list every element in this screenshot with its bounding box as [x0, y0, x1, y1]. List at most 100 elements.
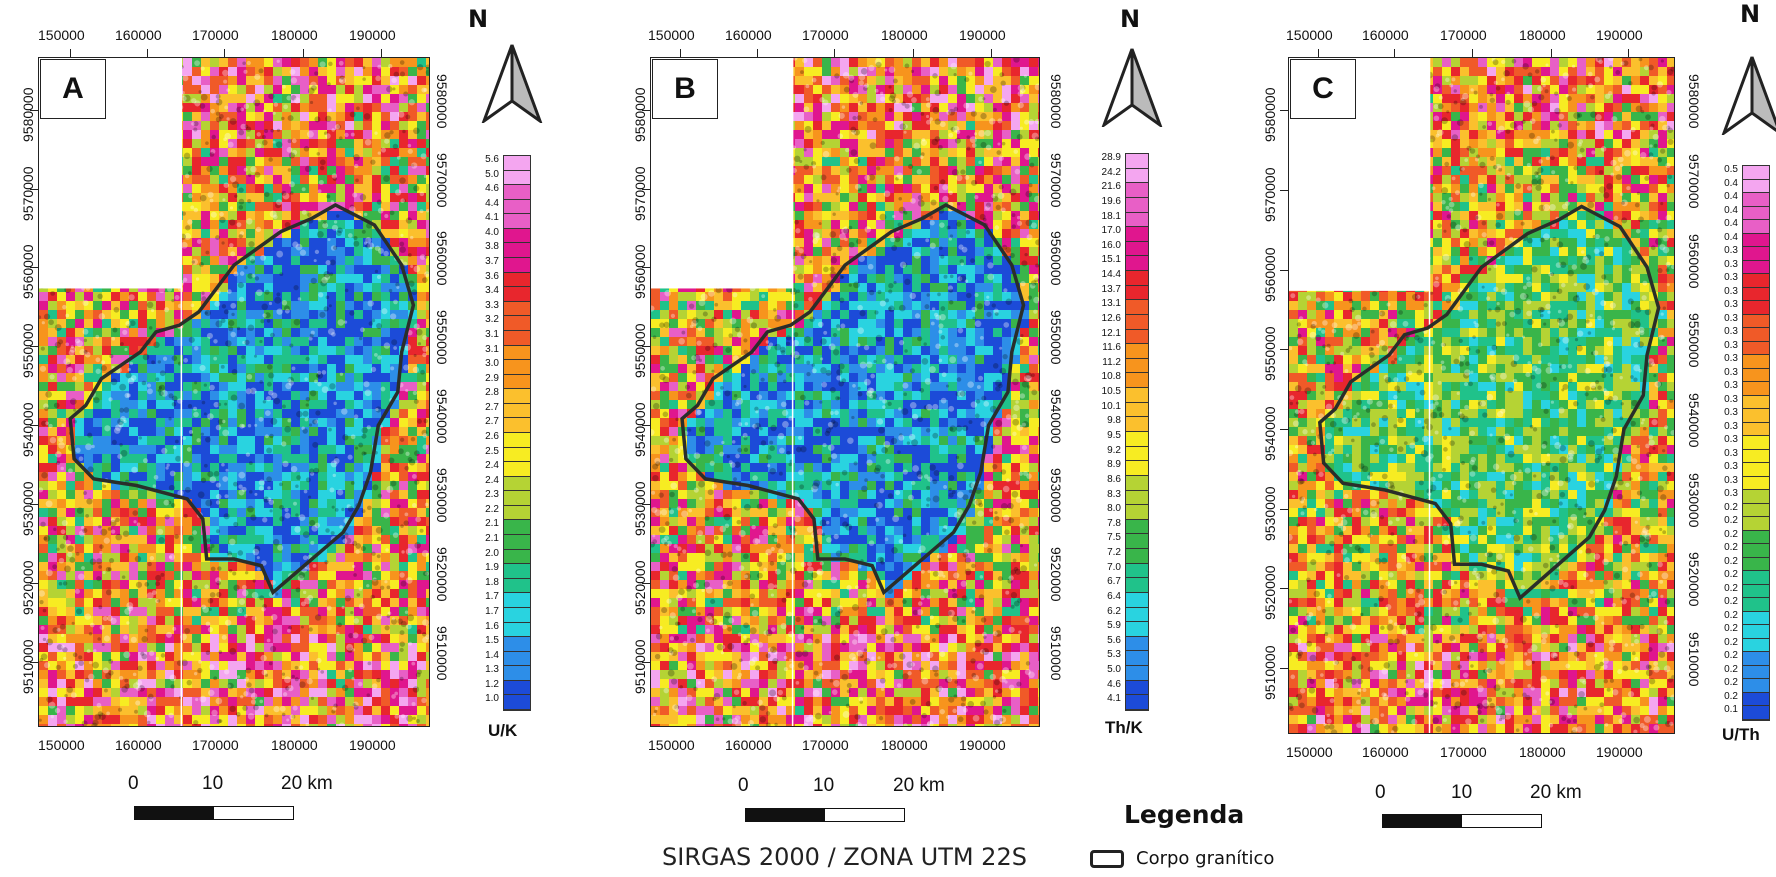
north-label-a: N [468, 5, 489, 33]
y-tick-left-a: 9510000 [20, 639, 36, 694]
y-tick-mark-b [642, 425, 650, 427]
colorbar-label-a: 3.4 [485, 285, 499, 297]
colorbar-cell [504, 156, 530, 171]
x-tick-mark-b [913, 49, 914, 57]
colorbar-title-a: U/K [488, 721, 518, 740]
colorbar-cell [504, 535, 530, 550]
colorbar-label-b: 11.6 [1102, 342, 1121, 354]
colorbar-label-c: 0.3 [1724, 380, 1738, 392]
y-tick-left-b: 9550000 [632, 323, 648, 379]
colorbar-label-c: 0.3 [1724, 420, 1738, 432]
x-tick-mark-b [834, 49, 835, 57]
colorbar-label-b: 9.2 [1107, 444, 1121, 456]
colorbar-label-b: 9.5 [1107, 430, 1121, 441]
y-tick-mark-b [642, 346, 650, 348]
colorbar-cell [1126, 241, 1148, 257]
y-tick-left-b: 9560000 [632, 244, 648, 300]
colorbar-label-b: 15.1 [1101, 254, 1121, 266]
colorbar-cell [504, 520, 530, 536]
colorbar-cell [504, 666, 530, 681]
y-tick-mark-c [1280, 189, 1288, 191]
colorbar-label-c: 0.2 [1724, 542, 1738, 554]
colorbar-label-a: 2.6 [485, 431, 499, 442]
colorbar-label-a: 1.7 [485, 591, 499, 603]
colorbar-label-c: 0.2 [1724, 515, 1738, 527]
x-tick-top-c: 160000 [1362, 27, 1409, 43]
colorbar-label-c: 0.1 [1724, 704, 1738, 716]
scale-label-b: 20 km [893, 775, 945, 796]
north-arrow-icon [1721, 56, 1776, 135]
scale-label-b: 10 [813, 775, 835, 796]
map-c[interactable] [1288, 57, 1675, 734]
colorbar-label-b: 24.2 [1101, 166, 1121, 178]
y-tick-mark-b [642, 267, 650, 269]
colorbar-cell [1126, 168, 1148, 184]
colorbar-label-a: 2.8 [485, 387, 499, 399]
colorbar-label-c: 0.3 [1724, 407, 1738, 419]
colorbar-cell [504, 374, 530, 390]
y-tick-left-b: 9510000 [632, 639, 648, 694]
y-tick-mark-a [30, 425, 38, 427]
scale-bar-b [745, 808, 905, 822]
y-tick-left-a: 9580000 [20, 87, 36, 142]
colorbar-cell [1126, 622, 1148, 637]
colorbar-label-c: 0.3 [1724, 339, 1738, 351]
y-tick-left-c: 9560000 [1262, 247, 1278, 302]
colorbar-cell [1126, 695, 1148, 710]
map-b[interactable] [650, 57, 1040, 727]
x-tick-bottom-b: 180000 [881, 737, 928, 753]
x-tick-top-b: 190000 [959, 27, 1006, 43]
colorbar-cell [1743, 584, 1769, 599]
colorbar-label-a: 3.1 [485, 328, 499, 340]
colorbar-label-c: 0.2 [1724, 569, 1738, 581]
y-tick-mark-c [1280, 667, 1288, 669]
colorbar-cell [504, 360, 530, 375]
x-tick-mark-b [680, 49, 681, 57]
x-tick-bottom-b: 190000 [959, 737, 1006, 753]
y-tick-left-b: 9540000 [632, 402, 648, 458]
scale-label-a: 10 [202, 773, 224, 794]
colorbar-title-b: Th/K [1105, 718, 1143, 737]
x-tick-mark-b [991, 49, 992, 57]
y-tick-mark-a [30, 582, 38, 584]
colorbar-cell [504, 243, 530, 259]
colorbar-label-c: 0.2 [1724, 609, 1738, 621]
colorbar-cell [504, 433, 530, 448]
y-tick-left-a: 9570000 [20, 166, 36, 221]
colorbar-cell [504, 199, 530, 215]
y-tick-right-b: 9520000 [1048, 546, 1064, 602]
colorbar-cell [1743, 611, 1769, 626]
map-a[interactable] [38, 57, 430, 727]
colorbar-label-a: 2.1 [485, 518, 499, 530]
x-tick-bottom-a: 170000 [192, 737, 239, 753]
colorbar-cell [1743, 328, 1769, 342]
panel-label-c: C [1290, 59, 1356, 119]
colorbar-cell [504, 651, 530, 667]
colorbar-cell [1126, 256, 1148, 272]
colorbar-label-c: 0.3 [1724, 299, 1738, 311]
y-tick-right-a: 9570000 [434, 152, 450, 208]
x-tick-top-a: 170000 [192, 27, 239, 43]
colorbar-label-a: 5.0 [485, 168, 499, 180]
colorbar-label-c: 0.4 [1724, 218, 1738, 230]
colorbar-label-a: 1.8 [485, 576, 499, 588]
legend-heading: Legenda [1124, 800, 1245, 829]
x-tick-top-b: 180000 [881, 27, 928, 43]
colorbar-label-b: 13.1 [1101, 298, 1121, 310]
colorbar-cell [504, 345, 530, 361]
colorbar-cell [1743, 382, 1769, 396]
y-tick-mark-b [642, 188, 650, 190]
y-tick-right-b: 9580000 [1048, 73, 1064, 129]
colorbar-c [1742, 165, 1770, 721]
colorbar-cell [1743, 179, 1769, 193]
granite-outline [680, 202, 1026, 596]
colorbar-cell [504, 228, 530, 244]
panel-label-a: A [40, 59, 106, 119]
colorbar-cell [1126, 519, 1148, 535]
colorbar-cell [504, 301, 530, 317]
x-tick-mark-a [147, 49, 148, 57]
colorbar-label-c: 0.3 [1724, 353, 1738, 365]
colorbar-cell [504, 462, 530, 477]
y-tick-left-b: 9570000 [632, 166, 648, 221]
y-tick-right-c: 9550000 [1686, 313, 1702, 368]
